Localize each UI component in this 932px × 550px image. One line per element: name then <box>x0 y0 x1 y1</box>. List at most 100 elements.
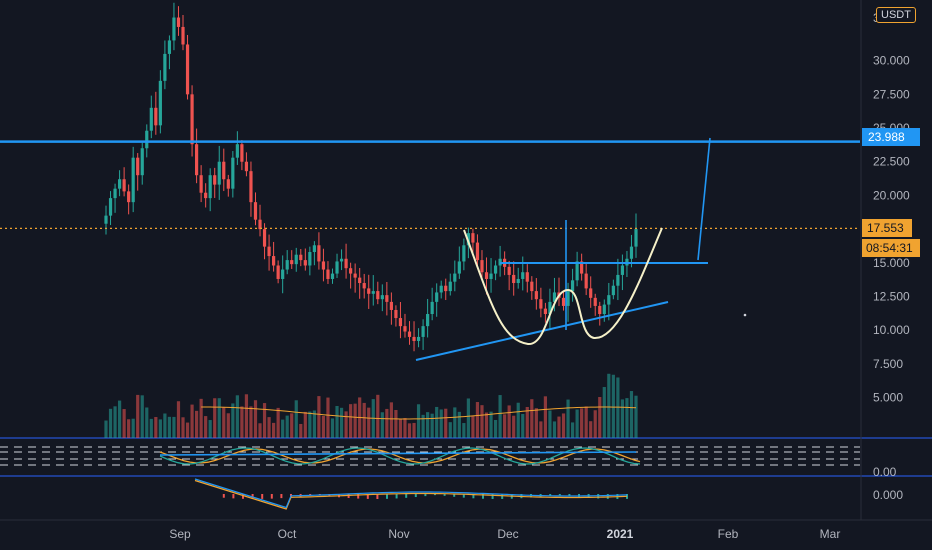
candle-body <box>634 229 638 247</box>
volume-bar <box>321 415 326 438</box>
candle-body <box>489 273 493 279</box>
macd-histogram-bar <box>222 494 225 498</box>
volume-bar <box>453 407 457 438</box>
macd-histogram-bar <box>405 494 408 498</box>
candle-body <box>543 308 548 315</box>
candle-body <box>158 80 162 126</box>
candle-body <box>330 273 335 279</box>
volume-bar <box>380 412 384 438</box>
volume-bar <box>403 417 407 438</box>
volume-bar <box>262 403 267 438</box>
macd-histogram-bar <box>357 494 360 499</box>
last-price-tag: 17.553 <box>862 219 912 237</box>
candle-body <box>217 161 221 185</box>
volume-bar <box>244 394 249 438</box>
candle-body <box>394 309 398 319</box>
candle-body <box>335 261 339 274</box>
currency-badge[interactable]: USDT <box>876 7 916 23</box>
inverse-head-shoulders-curve[interactable] <box>463 227 663 346</box>
candle-body <box>525 272 529 282</box>
candle-body <box>570 280 575 292</box>
volume-bar <box>516 402 520 438</box>
stoch-d-line <box>159 448 641 464</box>
volume-bar <box>353 403 357 438</box>
volume-bar <box>104 420 108 438</box>
volume-bar <box>629 391 634 438</box>
breakout-projection-line-upper[interactable] <box>697 137 711 261</box>
volume-bar <box>439 409 443 438</box>
candle-body <box>222 161 226 180</box>
volume-bar <box>249 406 253 438</box>
macd-panel <box>194 478 628 510</box>
candle-body <box>308 252 312 266</box>
volume-bar <box>217 398 221 438</box>
candle-body <box>226 179 230 189</box>
macd-histogram-bar <box>395 494 398 499</box>
volume-bar <box>312 410 316 438</box>
y-tick-label: 30.000 <box>873 54 910 68</box>
volume-bar <box>149 418 153 438</box>
macd-histogram-bar <box>549 494 552 496</box>
candle-body <box>127 191 131 203</box>
volume-bar <box>575 409 579 438</box>
volume-bar <box>226 413 230 438</box>
candle-body <box>167 40 172 54</box>
volume-bar <box>480 405 484 438</box>
candle-body <box>493 265 498 274</box>
volume-bar <box>172 416 176 438</box>
volume-bar <box>303 411 307 438</box>
candle-body <box>108 198 113 216</box>
candle-body <box>113 188 117 199</box>
candle-body <box>421 326 425 337</box>
volume-bar <box>154 417 158 438</box>
candle-body <box>539 299 543 309</box>
volume-bar <box>394 409 398 438</box>
volume-bar <box>389 402 393 438</box>
volume-bar <box>462 423 466 438</box>
svg-text:23.988: 23.988 <box>868 130 905 144</box>
candle-body <box>231 157 235 189</box>
candle-body <box>580 261 584 274</box>
volume-bar <box>258 423 262 438</box>
candle-body <box>584 273 588 289</box>
candle-body <box>321 261 326 270</box>
volume-bar <box>367 407 371 438</box>
candle-body <box>204 192 208 199</box>
x-tick-label: 2021 <box>607 527 634 541</box>
volume-bar <box>208 420 212 438</box>
macd-histogram-bar <box>491 494 494 499</box>
candle-body <box>620 265 625 275</box>
volume-bar <box>167 416 172 438</box>
macd-histogram-bar <box>242 494 244 499</box>
candle-body <box>552 292 557 302</box>
candle-body <box>512 274 516 284</box>
y-tick-label: 10.000 <box>873 323 910 337</box>
candle-body <box>376 291 380 300</box>
y-tick-label: 7.500 <box>873 357 903 371</box>
candle-body <box>344 258 348 269</box>
volume-bar <box>444 408 448 438</box>
volume-bar <box>176 401 181 438</box>
volume-bar <box>530 399 534 438</box>
candle-body <box>349 268 353 274</box>
candle-body <box>253 202 258 220</box>
candle-body <box>462 245 466 262</box>
candle-body <box>358 277 362 284</box>
ascending-trendline[interactable] <box>415 301 669 361</box>
volume-bar <box>539 421 543 438</box>
volume-bar <box>426 412 430 438</box>
candle-body <box>471 233 475 243</box>
candle-body <box>516 278 520 284</box>
volume-bar <box>339 407 344 438</box>
candle-body <box>281 269 285 279</box>
volume-bar <box>136 394 140 438</box>
volume-bar <box>584 406 588 438</box>
candle-body <box>589 288 593 298</box>
stoch-zero-label: 0.00 <box>873 465 897 479</box>
candle-body <box>176 17 181 27</box>
volume-bar <box>127 419 131 438</box>
candle-body <box>285 260 289 270</box>
candle-body <box>272 256 276 266</box>
candle-body <box>267 246 271 257</box>
